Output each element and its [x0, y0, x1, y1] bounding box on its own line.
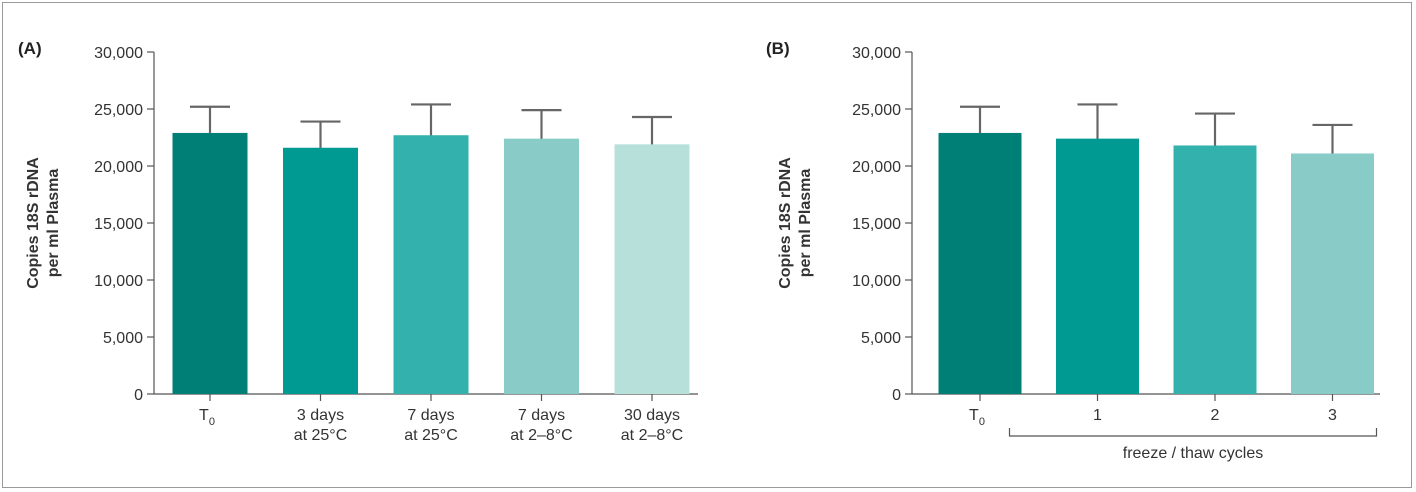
- y-axis-title-line: Copies 18S rDNA: [777, 157, 794, 289]
- x-tick-label-line: at 25°C: [404, 427, 458, 444]
- bar: [394, 135, 469, 394]
- y-tick-label: 20,000: [852, 159, 901, 176]
- x-tick-label-line: 30 days: [624, 407, 680, 424]
- x-tick-label: 1: [1093, 407, 1102, 424]
- x-tick-label-line: at 2–8°C: [510, 427, 572, 444]
- bar: [939, 133, 1022, 394]
- x-tick-label: 30 days at 2–8°C: [621, 407, 683, 444]
- x-tick-label: 7 days at 2–8°C: [510, 407, 572, 444]
- x-tick-label-subscript: 0: [979, 416, 985, 428]
- y-tick-label: 5,000: [103, 330, 143, 347]
- x-tick-label-line: 7 days: [407, 407, 454, 424]
- x-tick-label-line: 3 days: [297, 407, 344, 424]
- y-tick-label: 15,000: [852, 216, 901, 233]
- y-axis-title-line: per ml Plasma: [797, 169, 814, 278]
- y-axis-title: Copies 18S rDNA per ml Plasma: [25, 157, 62, 289]
- y-axis-title: Copies 18S rDNA per ml Plasma: [777, 157, 814, 289]
- y-tick-label: 5,000: [861, 330, 901, 347]
- chart-panel-1: (A) Copies 18S rDNA per ml Plasma 0 5,000 10,…: [18, 39, 698, 444]
- panel-label: (A): [18, 39, 42, 58]
- bar: [283, 148, 358, 394]
- group-bracket: [1010, 428, 1377, 436]
- bar: [173, 133, 248, 394]
- x-tick-label: T0: [199, 407, 215, 428]
- x-tick-label-subscript: 0: [209, 416, 215, 428]
- y-tick-label: 0: [134, 387, 143, 404]
- y-tick-label: 25,000: [94, 102, 143, 119]
- y-tick-label: 10,000: [94, 273, 143, 290]
- x-tick-label-line: 2: [1211, 407, 1220, 424]
- x-tick-label-line: 3: [1328, 407, 1337, 424]
- x-tick-label: 2: [1211, 407, 1220, 424]
- y-tick-label: 15,000: [94, 216, 143, 233]
- x-tick-label: 7 days at 25°C: [404, 407, 458, 444]
- bar: [504, 139, 579, 394]
- bar: [1291, 153, 1374, 394]
- y-axis-title-line: per ml Plasma: [45, 169, 62, 278]
- x-tick-label: 3: [1328, 407, 1337, 424]
- chart-panel-2: (B) Copies 18S rDNA per ml Plasma 0 5,000 10,…: [766, 39, 1380, 462]
- y-axis-title-line: Copies 18S rDNA: [25, 157, 42, 289]
- y-tick-label: 20,000: [94, 159, 143, 176]
- bar: [1056, 139, 1139, 394]
- x-tick-label: T0: [969, 407, 985, 428]
- y-tick-label: 25,000: [852, 102, 901, 119]
- group-label: freeze / thaw cycles: [1123, 445, 1264, 462]
- y-tick-label: 0: [892, 387, 901, 404]
- x-tick-label-line: at 2–8°C: [621, 427, 683, 444]
- y-tick-label: 10,000: [852, 273, 901, 290]
- y-tick-label: 30,000: [94, 45, 143, 62]
- x-tick-label-line: 1: [1093, 407, 1102, 424]
- panel-label: (B): [766, 39, 790, 58]
- x-tick-label-line: at 25°C: [294, 427, 348, 444]
- x-tick-label-line: 7 days: [518, 407, 565, 424]
- y-tick-label: 30,000: [852, 45, 901, 62]
- x-tick-label: 3 days at 25°C: [294, 407, 348, 444]
- x-tick-label-main: T: [199, 407, 209, 424]
- bar: [615, 144, 690, 394]
- x-tick-label-main: T: [969, 407, 979, 424]
- bar: [1174, 145, 1257, 394]
